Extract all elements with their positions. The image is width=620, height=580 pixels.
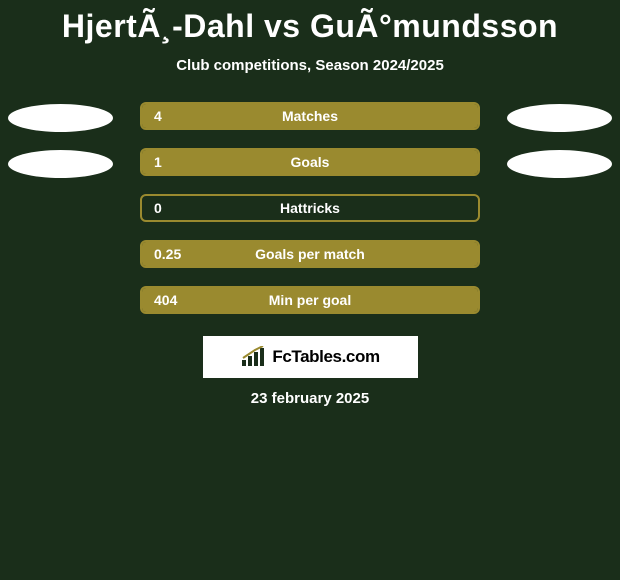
subtitle: Club competitions, Season 2024/2025 (0, 57, 620, 74)
stat-label: Min per goal (269, 292, 351, 308)
stat-value-left: 1 (154, 154, 162, 170)
stat-bar-track: 4 Matches (140, 102, 480, 130)
date-label: 23 february 2025 (0, 390, 620, 407)
stat-row: 1 Goals (0, 148, 620, 180)
stat-bar-track: 0 Hattricks (140, 194, 480, 222)
stat-bar-track: 404 Min per goal (140, 286, 480, 314)
site-logo: FcTables.com (203, 336, 418, 378)
stat-row: 0.25 Goals per match (0, 240, 620, 272)
right-value-ellipse (507, 150, 612, 178)
right-value-ellipse (507, 104, 612, 132)
stat-bar-track: 0.25 Goals per match (140, 240, 480, 268)
stat-value-left: 404 (154, 292, 177, 308)
stat-label: Hattricks (280, 200, 340, 216)
logo-text: FcTables.com (272, 347, 379, 367)
stat-label: Goals (291, 154, 330, 170)
comparison-container: HjertÃ¸-Dahl vs GuÃ°mundsson Club compet… (0, 0, 620, 407)
stat-value-left: 4 (154, 108, 162, 124)
stat-label: Matches (282, 108, 338, 124)
stat-row: 4 Matches (0, 102, 620, 134)
stat-label: Goals per match (255, 246, 365, 262)
stat-value-left: 0.25 (154, 246, 181, 262)
left-value-ellipse (8, 150, 113, 178)
stats-area: 4 Matches 1 Goals 0 Hattricks 0.25 Goals per ma… (0, 102, 620, 318)
fctables-chart-icon (240, 346, 268, 368)
left-value-ellipse (8, 104, 113, 132)
stat-bar-track: 1 Goals (140, 148, 480, 176)
page-title: HjertÃ¸-Dahl vs GuÃ°mundsson (0, 8, 620, 45)
stat-value-left: 0 (154, 200, 162, 216)
stat-row: 404 Min per goal (0, 286, 620, 318)
stat-row: 0 Hattricks (0, 194, 620, 226)
